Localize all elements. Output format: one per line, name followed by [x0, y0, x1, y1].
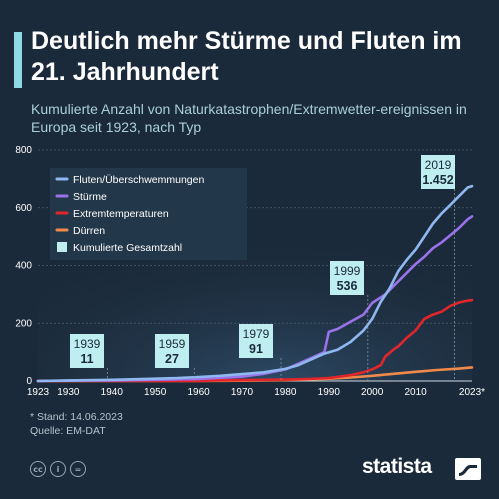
x-tick-label: 2000 [361, 387, 384, 398]
x-tick-label: 1970 [231, 387, 254, 398]
legend-label: Dürren [73, 225, 105, 237]
legend-label: Stürme [73, 191, 107, 203]
source-footnote: Quelle: EM-DAT [30, 425, 106, 437]
x-tick-label: 2010 [404, 387, 427, 398]
x-tick-label: 1923 [27, 387, 50, 398]
annotation-year: 2019 [425, 158, 452, 172]
legend-label: Fluten/Überschwemmungen [73, 174, 204, 186]
statista-logo-text[interactable]: statista [362, 455, 432, 478]
annotation-year: 1999 [334, 264, 361, 278]
x-tick-label: 1950 [144, 387, 167, 398]
annotation-value: 536 [337, 279, 358, 293]
series-line [36, 215, 474, 383]
series-line [36, 184, 474, 383]
x-tick-label: 1940 [101, 387, 124, 398]
annotation-box [330, 261, 364, 295]
annotation-value: 11 [80, 352, 93, 366]
annotation-year: 1979 [243, 327, 270, 341]
annotation-value: 27 [165, 352, 179, 366]
x-tick-label: 2023* [459, 387, 485, 398]
annotation-year: 1939 [74, 337, 101, 351]
annotation-value: 1.452 [422, 173, 453, 187]
y-tick-label: 600 [15, 203, 32, 214]
y-tick-label: 400 [15, 261, 32, 272]
stand-footnote: * Stand: 14.06.2023 [30, 411, 123, 423]
y-tick-label: 0 [26, 376, 32, 387]
nd-icon[interactable]: = [70, 461, 86, 477]
legend-label: Kumulierte Gesamtzahl [73, 242, 182, 254]
legend-swatch [57, 242, 67, 252]
legend-label: Extremtemperaturen [73, 208, 169, 220]
chart-title: Deutlich mehr Stürme und Fluten im 21. J… [31, 27, 462, 86]
legend-box [50, 168, 247, 260]
title-accent-bar [14, 32, 22, 88]
cc-icon[interactable]: cc [30, 461, 46, 477]
annotation-box [70, 334, 104, 368]
annotation-year: 1959 [159, 337, 186, 351]
y-tick-label: 800 [15, 145, 32, 156]
annotation-box [239, 324, 273, 358]
annotation-box [421, 155, 455, 189]
x-tick-label: 1960 [187, 387, 210, 398]
x-tick-label: 1930 [57, 387, 80, 398]
chart-subtitle: Kumulierte Anzahl von Naturkatastrophen/… [31, 101, 467, 135]
annotation-box [155, 334, 189, 368]
x-tick-label: 1990 [318, 387, 341, 398]
license-icons: cc i = [30, 461, 86, 477]
annotation-value: 91 [249, 342, 263, 356]
x-tick-label: 1980 [274, 387, 297, 398]
series-line [36, 298, 474, 383]
statista-logo-icon [455, 458, 481, 480]
y-tick-label: 200 [15, 318, 32, 329]
by-icon[interactable]: i [50, 461, 66, 477]
